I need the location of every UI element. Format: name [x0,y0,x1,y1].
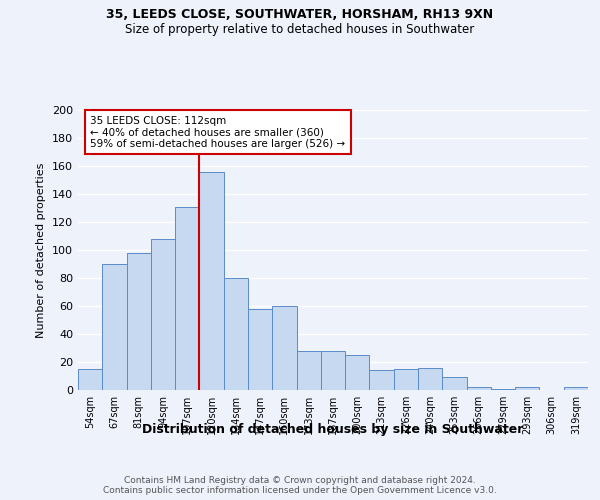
Bar [224,278,248,390]
Bar [78,369,102,390]
Bar [442,378,467,390]
Bar [467,387,491,390]
Bar [199,172,224,390]
Bar [491,388,515,390]
Bar [418,368,442,390]
Text: 35 LEEDS CLOSE: 112sqm
← 40% of detached houses are smaller (360)
59% of semi-de: 35 LEEDS CLOSE: 112sqm ← 40% of detached… [91,116,346,149]
Bar [515,387,539,390]
Y-axis label: Number of detached properties: Number of detached properties [37,162,46,338]
Text: Distribution of detached houses by size in Southwater: Distribution of detached houses by size … [142,422,524,436]
Text: 35, LEEDS CLOSE, SOUTHWATER, HORSHAM, RH13 9XN: 35, LEEDS CLOSE, SOUTHWATER, HORSHAM, RH… [106,8,494,20]
Bar [151,239,175,390]
Bar [102,264,127,390]
Bar [175,206,199,390]
Bar [127,253,151,390]
Bar [345,355,370,390]
Bar [296,351,321,390]
Bar [248,309,272,390]
Bar [272,306,296,390]
Bar [394,369,418,390]
Bar [564,387,588,390]
Bar [321,351,345,390]
Bar [370,370,394,390]
Text: Size of property relative to detached houses in Southwater: Size of property relative to detached ho… [125,22,475,36]
Text: Contains HM Land Registry data © Crown copyright and database right 2024.
Contai: Contains HM Land Registry data © Crown c… [103,476,497,495]
